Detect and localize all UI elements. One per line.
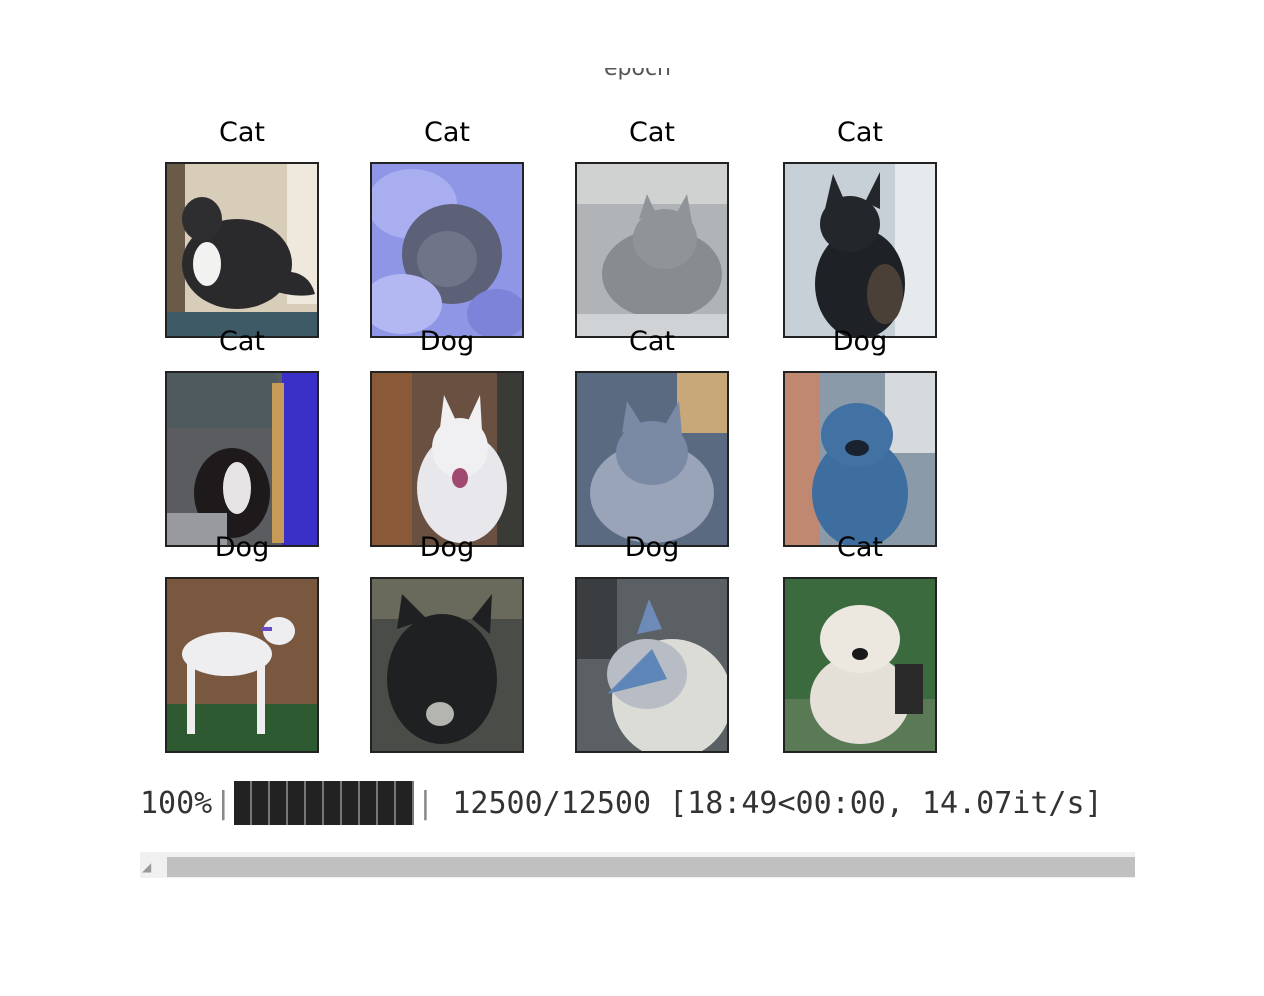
image-cell: Dog [370, 532, 524, 753]
image-title: Dog [624, 532, 680, 563]
image-title: Cat [629, 326, 675, 357]
image-cell: Cat [575, 326, 729, 547]
cat-photo-grey-kitten [575, 162, 729, 338]
image-cell: Dog [575, 532, 729, 753]
image-title: Cat [837, 532, 883, 563]
cat-photo-grey-cat-held [370, 162, 524, 338]
image-title: Dog [832, 326, 888, 357]
image-cell: Dog [783, 326, 937, 547]
cat-photo-tuxedo-kitten [165, 371, 319, 547]
image-title: Cat [219, 326, 265, 357]
progress-percent: 100% [140, 785, 213, 821]
progress-bar [234, 781, 415, 825]
image-title: Cat [424, 117, 470, 148]
image-title: Dog [214, 532, 270, 563]
progress-bar-left-edge: | [214, 785, 233, 821]
image-cell: Cat [575, 117, 729, 338]
dog-photo-dark-dog [370, 577, 524, 753]
image-cell: Cat [370, 117, 524, 338]
progress-bar-output: 100% | | 12500/12500 [18:49<00:00, 14.07… [140, 780, 1103, 826]
image-cell: Cat [783, 532, 937, 753]
image-title: Dog [419, 326, 475, 357]
dog-photo-white-pitbull [783, 577, 937, 753]
image-cell: Dog [165, 532, 319, 753]
dog-photo-white-spitz [370, 371, 524, 547]
image-title: Dog [419, 532, 475, 563]
progress-bar-fill [234, 781, 415, 825]
dog-photo-collie [575, 577, 729, 753]
horizontal-scrollbar[interactable]: ◢ [140, 852, 1135, 878]
image-title: Cat [837, 117, 883, 148]
cat-photo-black-cat [783, 162, 937, 338]
scrollbar-thumb[interactable] [167, 857, 1135, 877]
progress-bar-right-edge: | [416, 785, 435, 821]
x-axis-label-cropped: epoch [604, 58, 671, 80]
dog-photo-white-whippet [165, 577, 319, 753]
scroll-left-arrow-icon[interactable]: ◢ [142, 860, 152, 874]
cat-photo-black-white-cat [165, 162, 319, 338]
dog-photo-blue-tinted-dog [783, 371, 937, 547]
image-title: Cat [629, 117, 675, 148]
image-cell: Cat [783, 117, 937, 338]
cat-photo-fluffy-grey-cat [575, 371, 729, 547]
image-title: Cat [219, 117, 265, 148]
image-cell: Cat [165, 326, 319, 547]
image-cell: Cat [165, 117, 319, 338]
image-cell: Dog [370, 326, 524, 547]
progress-stats: 12500/12500 [18:49<00:00, 14.07it/s] [452, 785, 1103, 821]
